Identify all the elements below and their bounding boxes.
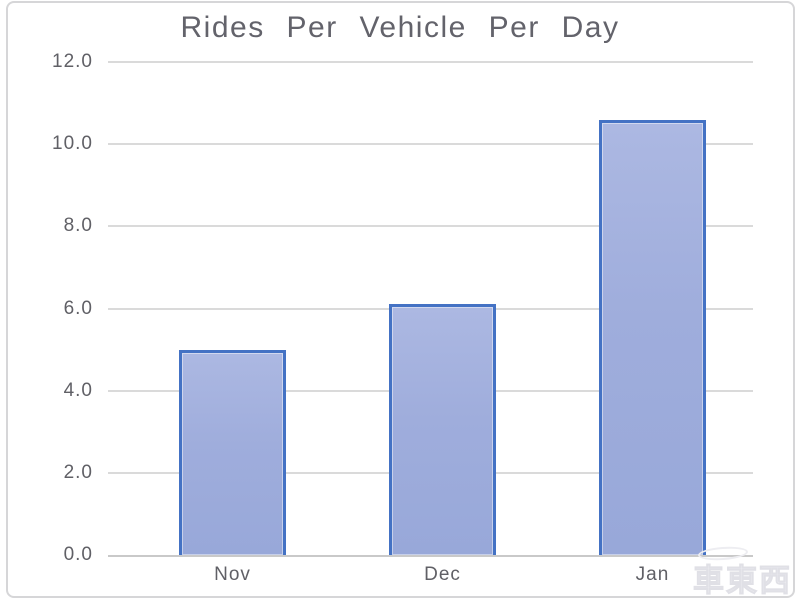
plot-area (108, 61, 753, 557)
y-tick-label: 0.0 (63, 544, 93, 565)
gridline (108, 61, 753, 63)
x-axis-label-jan: Jan (635, 564, 670, 585)
gridline (108, 143, 753, 146)
y-tick-label: 10.0 (52, 133, 93, 155)
y-tick-label: 4.0 (63, 379, 93, 401)
bar-jan (599, 119, 706, 555)
y-tick-label: 8.0 (63, 215, 93, 237)
bar-nov (179, 349, 286, 555)
bar-dec (389, 304, 496, 555)
y-tick-label: 6.0 (63, 297, 93, 319)
gridline (108, 225, 753, 228)
chart-title: Rides Per Vehicle Per Day (180, 11, 620, 44)
y-tick-label: 2.0 (63, 461, 93, 483)
x-axis-label-dec: Dec (424, 564, 461, 585)
x-axis-label-nov: Nov (214, 564, 251, 585)
watermark-logo: 車東西 (693, 563, 792, 599)
y-tick-label: 12.0 (52, 51, 93, 72)
